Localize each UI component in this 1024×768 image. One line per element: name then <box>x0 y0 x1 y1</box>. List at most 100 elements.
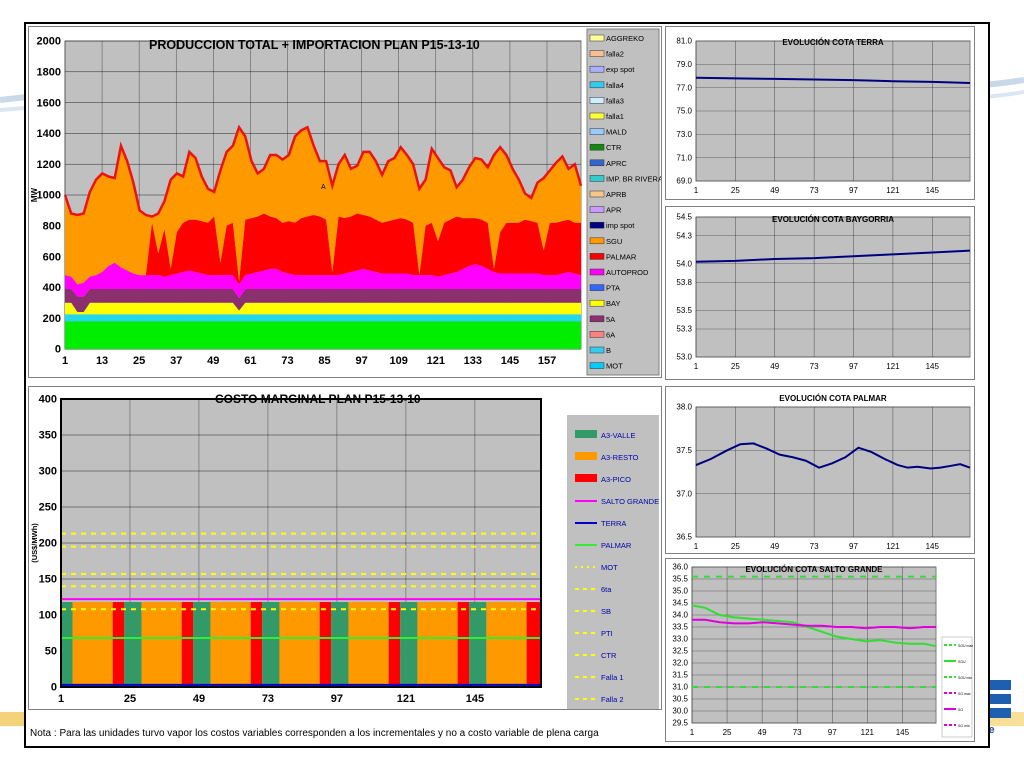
x-tick-label: 145 <box>466 693 484 705</box>
y-tick-label: 200 <box>43 313 61 325</box>
x-tick-label: 133 <box>464 355 482 367</box>
plot-area <box>691 566 937 724</box>
y-tick-label: 35.0 <box>672 587 688 596</box>
legend-label: SG <box>958 708 963 712</box>
legend-swatch <box>575 430 597 438</box>
legend-label: CTR <box>606 143 622 152</box>
legend-swatch <box>589 81 605 89</box>
legend-label: Falla 2 <box>601 695 624 704</box>
legend-label: SALTO GRANDE <box>601 497 659 506</box>
y-tick-label: 81.0 <box>676 37 692 46</box>
y-tick-label: 53.5 <box>676 306 692 315</box>
y-tick-label: 54.5 <box>676 213 692 222</box>
y-tick-label: 31.0 <box>672 683 688 692</box>
x-tick-label: 61 <box>244 355 256 367</box>
legend-swatch <box>589 331 605 338</box>
plot-area <box>695 216 971 358</box>
chart-terra: 69.0 71.0 73.0 75.0 77.0 79.0 81.0 1 25 49 73 97 121… <box>676 37 971 195</box>
plot-border <box>60 398 542 688</box>
legend-swatch <box>589 299 605 307</box>
y-tick-label: 31.5 <box>672 671 688 680</box>
series-line <box>692 618 936 630</box>
area-red <box>65 213 581 285</box>
x-tick-label: 73 <box>810 362 819 371</box>
series-line <box>695 249 971 263</box>
y-axis-label: (US$/MWh) <box>30 523 39 563</box>
y-tick-label: 32.0 <box>672 659 688 668</box>
y-tick-label: 250 <box>39 502 57 514</box>
chart-title: EVOLUCIÓN COTA SALTO GRANDE <box>745 565 883 574</box>
legend-label: imp spot <box>606 221 635 230</box>
panel-terra: 69.0 71.0 73.0 75.0 77.0 79.0 81.0 1 25 49 73 97 121… <box>665 26 975 200</box>
x-tick-label: 73 <box>810 186 819 195</box>
x-tick-label: 121 <box>861 728 875 737</box>
area-orange <box>65 127 581 285</box>
legend-label: SGU <box>958 660 966 664</box>
x-tick-label: 37 <box>170 355 182 367</box>
legend-label: 6A <box>606 330 615 339</box>
y-axis-label: MW <box>30 187 39 202</box>
chart-palmar: 36.5 37.0 37.5 38.0 1 25 49 73 97 121 145 EVOLUCIÓN… <box>676 394 971 551</box>
legend-label: BAY <box>606 299 620 308</box>
y-tick-label: 53.8 <box>676 278 692 287</box>
y-tick-label: 1600 <box>37 97 61 109</box>
legend-label: falla1 <box>606 112 624 121</box>
x-tick-label: 1 <box>58 693 64 705</box>
legend-label: MOT <box>606 362 623 371</box>
legend-label: PALMAR <box>606 252 637 261</box>
x-tick-label: 25 <box>124 693 136 705</box>
series-line <box>695 442 971 470</box>
y-tick-label: 77.0 <box>676 83 692 92</box>
legend-label: PALMAR <box>601 541 632 550</box>
y-tick-label: 35.5 <box>672 575 688 584</box>
x-tick-label: 121 <box>427 355 445 367</box>
legend-swatch <box>589 159 605 167</box>
x-tick-label: 157 <box>538 355 556 367</box>
y-tick-label: 0 <box>55 344 61 356</box>
bar-a3_valle <box>61 602 73 687</box>
area-green_base <box>65 321 581 349</box>
y-tick-label: 1200 <box>37 159 61 171</box>
y-tick-label: 200 <box>39 538 57 550</box>
y-tick-label: 350 <box>39 430 57 442</box>
y-tick-label: 75.0 <box>676 107 692 116</box>
y-tick-label: 38.0 <box>676 403 692 412</box>
legend-swatch <box>589 315 605 323</box>
x-tick-label: 25 <box>723 728 732 737</box>
y-tick-label: 50 <box>45 646 57 658</box>
chart-annotation: A <box>321 184 326 191</box>
y-tick-label: 36.0 <box>672 563 688 572</box>
bar-a3_resto <box>486 602 527 687</box>
y-tick-label: 34.5 <box>672 599 688 608</box>
x-tick-label: 73 <box>810 542 819 551</box>
legend-swatch <box>589 206 605 213</box>
legend-label: PTA <box>606 284 620 293</box>
legend-swatch <box>589 112 605 120</box>
x-tick-label: 49 <box>207 355 219 367</box>
bar-a3_resto <box>72 602 113 687</box>
chart-costo: 0 50 100 150 200 250 300 350 400 1 25 49 73 97 121 145 C… <box>30 392 659 709</box>
legend-label: IMP. BR RIVERA <box>606 174 661 183</box>
x-tick-label: 97 <box>849 542 858 551</box>
total-line <box>63 124 583 218</box>
bar-a3_pico <box>526 602 541 687</box>
legend-swatch <box>589 97 605 104</box>
y-tick-label: 0 <box>51 682 57 694</box>
legend-label: APRC <box>606 159 627 168</box>
legend-label: A3-VALLE <box>601 431 635 440</box>
legend-label: exp spot <box>606 65 635 74</box>
y-tick-label: 33.5 <box>672 623 688 632</box>
y-tick-label: 54.0 <box>676 259 692 268</box>
x-tick-label: 25 <box>133 355 145 367</box>
x-tick-label: 145 <box>501 355 519 367</box>
y-tick-label: 36.5 <box>676 533 692 542</box>
area-cyan <box>65 314 581 322</box>
legend-swatch <box>589 268 605 276</box>
legend-label: 5A <box>606 315 615 324</box>
bar-a3_pico <box>250 602 263 687</box>
bar-a3_pico <box>112 602 125 687</box>
legend-label: MALD <box>606 128 627 137</box>
x-tick-label: 49 <box>758 728 767 737</box>
y-tick-label: 32.5 <box>672 647 688 656</box>
panel-produccion: 0 200 400 600 800 1000 1200 1400 1600 1800 2000 1 13… <box>28 26 663 386</box>
